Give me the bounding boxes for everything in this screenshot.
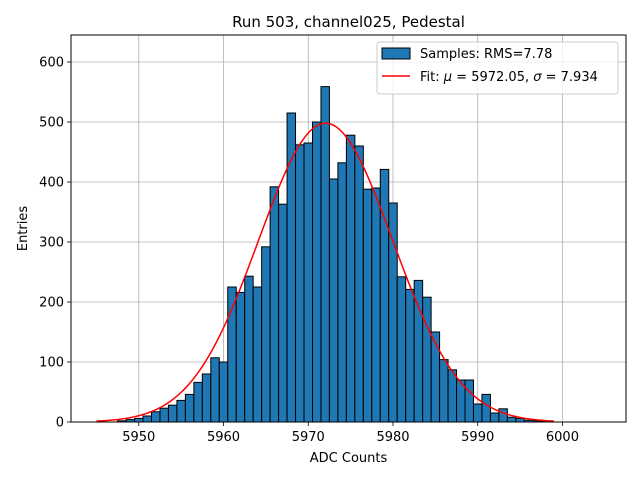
y-tick-label: 400 — [39, 176, 64, 191]
histogram-bar — [481, 393, 491, 423]
histogram-bar — [413, 279, 424, 423]
histogram-bar — [295, 144, 305, 423]
histogram-bar — [430, 331, 441, 423]
histogram-bar — [320, 86, 330, 423]
legend-histogram-label: Samples: RMS=7.78 — [420, 47, 552, 62]
legend-fit-sigma-value: = 7.934 — [541, 70, 597, 85]
y-tick-label: 100 — [39, 356, 64, 371]
y-tick-label: 300 — [39, 236, 64, 251]
legend-fit-label: Fit: μ = 5972.05, σ = 7.934 — [420, 70, 598, 85]
x-tick-label: 5950 — [122, 430, 155, 445]
histogram-bar — [489, 412, 500, 423]
histogram-bar — [345, 134, 356, 423]
histogram-bar — [362, 188, 373, 423]
histogram-bar — [235, 291, 246, 423]
y-tick-label: 0 — [56, 416, 64, 431]
histogram-bar — [184, 393, 195, 423]
histogram-bar — [337, 162, 347, 423]
plot-frame — [70, 34, 627, 423]
legend-fit-prefix: Fit: — [420, 70, 444, 85]
histogram-bar — [447, 369, 458, 423]
legend-fit-sigma-symbol: σ — [533, 70, 542, 85]
legend-fit-mu-symbol: μ — [443, 70, 452, 85]
x-tick-label: 5990 — [461, 430, 494, 445]
histogram-bar — [210, 357, 220, 423]
histogram-bar — [405, 288, 415, 423]
histogram-bar — [193, 381, 203, 423]
histogram-bar — [244, 275, 254, 423]
x-tick-label: 5980 — [376, 430, 409, 445]
histogram-bar — [498, 408, 508, 423]
y-tick-label: 500 — [39, 116, 64, 131]
histogram-bar — [201, 373, 212, 423]
legend: Samples: RMS=7.78 Fit: μ = 5972.05, σ = … — [376, 41, 619, 95]
histogram-bar — [354, 145, 364, 423]
gaussian-fit-curve — [96, 122, 555, 422]
y-axis-label: Entries — [16, 206, 31, 252]
x-axis-ticks: 5950 5960 5970 5980 5990 6000 — [122, 422, 579, 445]
y-tick-label: 200 — [39, 296, 64, 311]
histogram-bar — [328, 178, 339, 423]
x-tick-label: 5960 — [207, 430, 240, 445]
histogram-bar — [167, 404, 178, 423]
histogram-bar — [303, 142, 313, 423]
histogram-bar — [252, 286, 263, 423]
histogram-bar — [134, 417, 144, 423]
legend-histogram-swatch — [381, 47, 411, 60]
histogram-bar — [142, 415, 152, 423]
histogram-bar — [396, 276, 407, 423]
histogram-bar — [506, 416, 517, 423]
x-tick-label: 6000 — [546, 430, 579, 445]
histogram-bar — [176, 399, 186, 423]
histogram-bar — [311, 121, 322, 423]
x-tick-label: 5970 — [292, 430, 325, 445]
histogram-bar — [439, 359, 449, 423]
histogram-bar — [464, 379, 474, 423]
histogram-bars — [117, 86, 551, 423]
y-tick-label: 600 — [39, 56, 64, 71]
histogram-bar — [422, 296, 432, 423]
histogram-bar — [261, 246, 271, 423]
histogram-bar — [472, 403, 483, 423]
histogram-bar — [379, 168, 390, 423]
y-axis-ticks: 0 100 200 300 400 500 600 — [39, 56, 71, 431]
histogram-bar — [388, 202, 398, 423]
histogram-bar — [371, 187, 381, 423]
legend-fit-mu-value: = 5972.05, — [452, 70, 533, 85]
histogram-bar — [150, 411, 161, 423]
histogram-bar — [269, 186, 280, 423]
histogram-bar — [278, 203, 288, 423]
histogram-bar — [515, 417, 525, 423]
legend-box — [376, 41, 619, 95]
histogram-bar — [218, 361, 229, 423]
chart-title: Run 503, channel025, Pedestal — [232, 13, 465, 31]
histogram-bar — [159, 407, 169, 423]
x-axis-label: ADC Counts — [310, 451, 388, 466]
